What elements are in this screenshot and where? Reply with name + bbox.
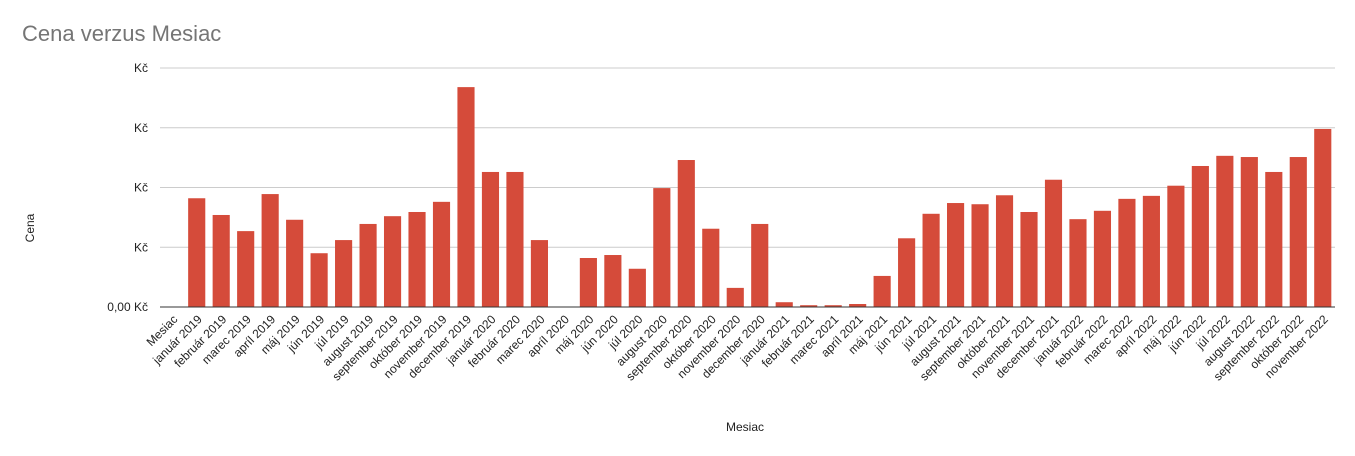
bar bbox=[1118, 198, 1136, 307]
y-tick-label: Kč bbox=[134, 121, 148, 135]
bar bbox=[849, 304, 867, 307]
bar bbox=[1167, 185, 1185, 307]
bar bbox=[1314, 128, 1332, 307]
bar bbox=[995, 195, 1014, 307]
bar bbox=[1289, 157, 1307, 307]
bar bbox=[506, 171, 524, 307]
bar bbox=[579, 258, 597, 307]
y-tick-label: Kč bbox=[134, 240, 148, 254]
bar bbox=[310, 253, 328, 307]
chart-title: Cena verzus Mesiac bbox=[22, 21, 221, 46]
bar bbox=[1142, 195, 1160, 307]
y-axis-label: Cena bbox=[23, 213, 37, 242]
bar bbox=[383, 216, 402, 307]
bar bbox=[1240, 157, 1258, 307]
bar bbox=[726, 287, 744, 307]
bar bbox=[873, 275, 891, 307]
x-axis-label: Mesiac bbox=[726, 420, 764, 434]
y-tick-label: Kč bbox=[134, 181, 148, 195]
bar bbox=[1191, 165, 1209, 307]
bar bbox=[1020, 211, 1038, 307]
bar bbox=[751, 223, 769, 307]
bar bbox=[653, 188, 671, 307]
bar bbox=[530, 240, 548, 307]
bar bbox=[898, 238, 916, 307]
bar bbox=[1265, 171, 1283, 307]
bar bbox=[628, 268, 646, 307]
bar bbox=[922, 213, 940, 307]
y-tick-label: 0,00 Kč bbox=[107, 300, 148, 314]
bar bbox=[335, 240, 353, 307]
bar bbox=[237, 231, 255, 307]
bar bbox=[261, 194, 279, 307]
bar bbox=[702, 228, 720, 307]
bar bbox=[677, 160, 695, 307]
bar bbox=[457, 87, 475, 308]
bar bbox=[947, 203, 965, 307]
bar bbox=[359, 223, 377, 307]
bar bbox=[800, 305, 818, 307]
bar bbox=[824, 305, 842, 307]
bar bbox=[1216, 155, 1234, 307]
bar bbox=[971, 204, 989, 307]
y-tick-label: Kč bbox=[134, 61, 148, 75]
bar bbox=[408, 211, 426, 307]
bar bbox=[775, 302, 793, 307]
bar bbox=[212, 214, 230, 307]
bar bbox=[286, 219, 304, 307]
bar bbox=[1044, 179, 1063, 307]
bar bbox=[1093, 210, 1112, 307]
bar bbox=[188, 198, 206, 307]
bar bbox=[1069, 219, 1087, 307]
bar bbox=[604, 255, 622, 307]
bar bbox=[481, 171, 500, 307]
bar bbox=[432, 201, 451, 307]
